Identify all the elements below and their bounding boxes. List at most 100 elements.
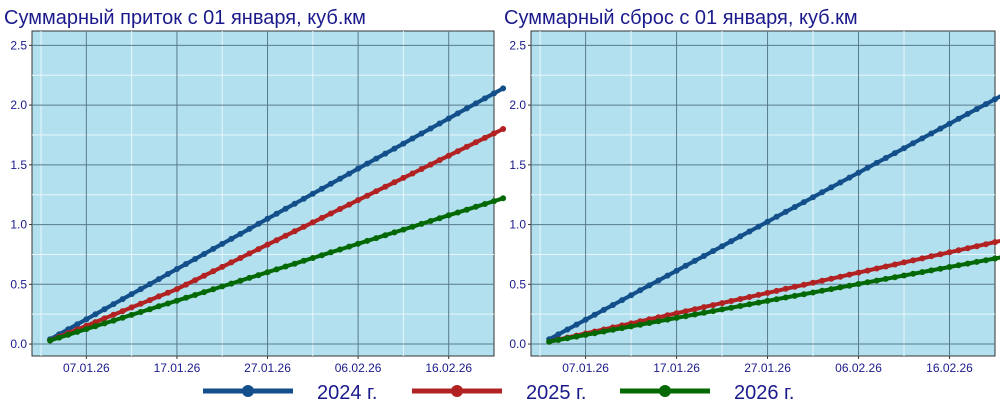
data-point <box>146 281 153 288</box>
data-point <box>882 155 889 161</box>
y-tick-label: 0.0 <box>509 337 526 351</box>
data-point <box>210 286 217 293</box>
data-point <box>973 258 980 265</box>
data-point <box>309 255 316 261</box>
data-point <box>137 309 144 315</box>
data-point <box>573 321 580 328</box>
data-point <box>291 200 298 207</box>
data-point <box>919 135 926 142</box>
data-point <box>391 179 398 186</box>
data-point <box>846 271 853 278</box>
data-point <box>919 255 926 262</box>
data-point <box>119 308 126 315</box>
plot-area <box>530 30 996 357</box>
data-point <box>463 105 470 112</box>
data-point <box>773 296 780 303</box>
legend-label: 2024 г. <box>317 382 377 400</box>
data-point <box>246 274 253 281</box>
data-point <box>864 164 871 171</box>
data-point <box>700 309 707 316</box>
data-point <box>491 130 497 137</box>
data-point <box>737 303 744 309</box>
data-point <box>901 259 907 266</box>
data-point <box>291 228 298 235</box>
data-point <box>728 304 735 311</box>
data-point <box>192 256 199 262</box>
data-point <box>591 311 598 318</box>
data-point <box>673 310 680 317</box>
data-point <box>964 245 971 252</box>
series-2026 <box>47 195 507 344</box>
data-point <box>910 257 917 264</box>
data-point <box>782 294 789 301</box>
data-point <box>327 210 334 217</box>
data-point <box>201 289 208 296</box>
data-point <box>237 230 244 237</box>
data-point <box>472 100 479 107</box>
data-point <box>500 126 507 132</box>
data-point <box>300 257 307 264</box>
data-point <box>582 331 589 338</box>
data-point <box>837 179 844 186</box>
data-point <box>228 235 235 242</box>
data-point <box>327 249 334 256</box>
x-tick-label: 17.01.26 <box>653 361 700 375</box>
data-point <box>746 294 753 300</box>
data-point <box>864 279 871 286</box>
legend-label: 2025 г. <box>526 382 586 400</box>
data-point <box>110 311 117 318</box>
data-point <box>646 320 653 326</box>
data-point <box>655 277 662 284</box>
data-point <box>445 212 452 219</box>
data-point <box>128 291 135 298</box>
data-point <box>155 303 162 310</box>
data-point <box>555 331 562 338</box>
data-point <box>137 300 144 307</box>
data-point <box>555 337 562 343</box>
data-point <box>992 255 998 262</box>
data-point <box>454 110 461 117</box>
data-point <box>582 316 589 323</box>
data-point <box>946 264 953 270</box>
data-point <box>291 260 298 267</box>
data-point <box>400 226 407 233</box>
data-point <box>846 174 853 181</box>
data-point <box>628 323 635 330</box>
data-point <box>637 321 644 328</box>
data-point <box>855 169 862 176</box>
data-point <box>819 287 826 294</box>
data-point <box>955 247 962 254</box>
data-point <box>192 292 199 298</box>
data-point <box>309 219 316 226</box>
data-point <box>219 263 226 270</box>
data-point <box>74 321 81 328</box>
data-point <box>463 206 470 213</box>
data-point <box>119 296 126 303</box>
data-point <box>782 208 789 215</box>
data-point <box>910 270 917 277</box>
data-point <box>691 306 698 313</box>
chart-title: Суммарный приток с 01 января, куб.км <box>4 7 366 29</box>
data-point <box>355 165 362 172</box>
data-point <box>337 206 343 212</box>
data-point <box>710 308 716 315</box>
data-point <box>628 292 635 299</box>
data-point <box>282 205 289 212</box>
data-point <box>300 223 307 230</box>
data-point <box>928 130 935 137</box>
chart-title: Суммарный сброс с 01 января, куб.км <box>504 7 858 29</box>
data-point <box>481 95 488 102</box>
data-point <box>128 304 135 311</box>
series-2024 <box>546 94 1000 343</box>
data-point <box>119 314 126 321</box>
data-point <box>183 281 189 288</box>
data-point <box>155 276 162 283</box>
data-point <box>74 328 81 335</box>
data-point <box>491 198 497 205</box>
data-point <box>373 188 380 195</box>
inflow-chart: Суммарный приток с 01 января, куб.км 0.0 0… <box>4 7 507 375</box>
data-point <box>728 298 735 304</box>
data-point <box>92 323 99 330</box>
y-tick-label: 1.5 <box>509 158 526 172</box>
data-point <box>982 257 989 264</box>
